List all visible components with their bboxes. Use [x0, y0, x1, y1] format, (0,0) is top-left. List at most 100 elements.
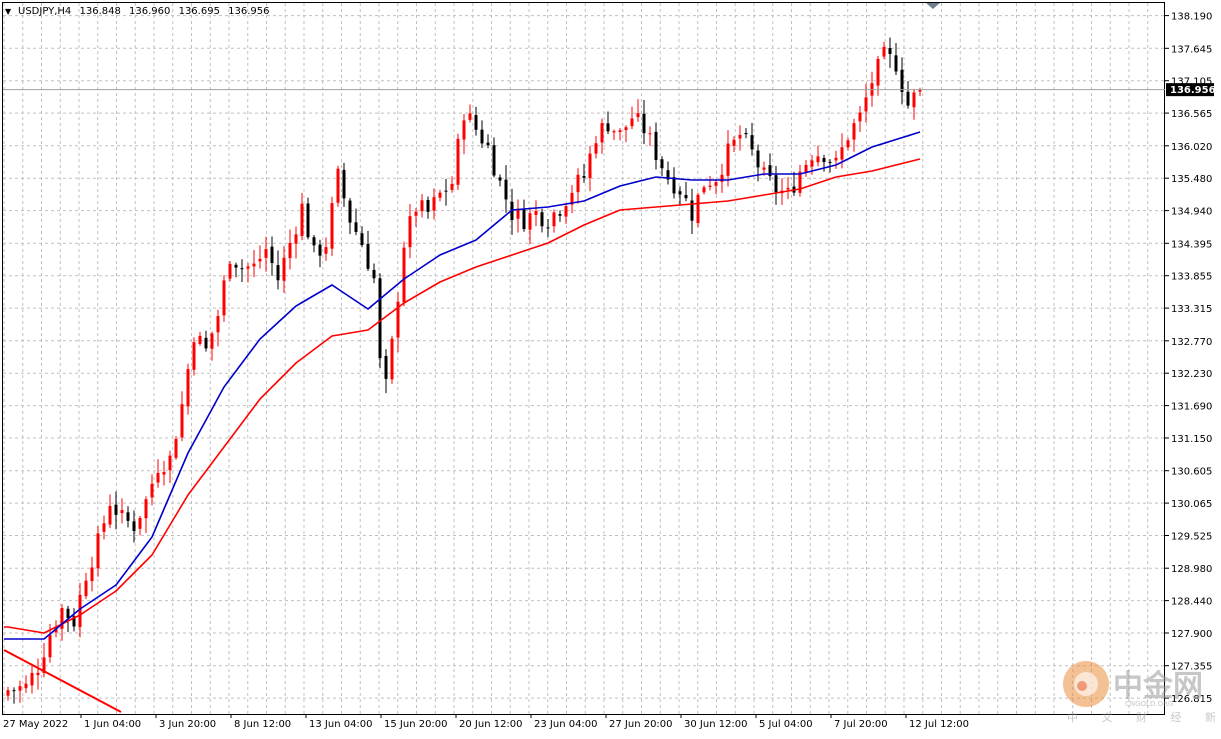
candle-body [630, 118, 634, 127]
time-axis: 27 May 2022 1 Jun 04:00 3 Jun 20:00 8 Jun 1… [3, 714, 969, 730]
candle-body [768, 165, 772, 177]
candle-body [312, 237, 316, 246]
candle-body [168, 455, 172, 471]
candle-body [540, 212, 544, 227]
candle-body [366, 243, 370, 269]
time-tick-label: 20 Jun 12:00 [459, 719, 523, 730]
candle-body [378, 278, 382, 359]
candle-body [504, 179, 508, 200]
candle-body [858, 112, 862, 122]
candle-body [396, 301, 400, 338]
candle-body [120, 510, 124, 514]
candle-body [876, 58, 880, 86]
candle-body [438, 192, 442, 198]
candle-body [690, 200, 694, 221]
candle-body [738, 134, 742, 139]
candle-body [558, 214, 562, 216]
candle-body [678, 191, 682, 195]
candle-body [6, 690, 10, 696]
chart-shift-marker-icon[interactable] [926, 3, 940, 9]
candle-body [612, 131, 616, 133]
candle-body [414, 211, 418, 216]
time-tick-label: 1 Jun 04:00 [84, 719, 141, 730]
candle-body [696, 194, 700, 224]
collapse-arrow-icon[interactable]: ▼ [5, 7, 12, 16]
candle-body [774, 175, 778, 193]
price-axis: 138.190 137.645 137.105 136.565 136.020 135.4… [1165, 12, 1212, 705]
candle-body [624, 127, 628, 131]
candles [6, 37, 922, 704]
candle-body [288, 242, 292, 259]
price-tick-label: 137.105 [1171, 77, 1212, 88]
candle-body [126, 512, 130, 521]
candle-body [762, 167, 766, 170]
candle-body [606, 123, 610, 132]
candle-body [42, 657, 46, 674]
candle-body [528, 213, 532, 230]
current-price-value: 136.956 [1170, 85, 1216, 96]
candle-body [144, 499, 148, 519]
candle-body [132, 521, 136, 531]
candle-body [276, 265, 280, 281]
candle-body [270, 246, 274, 264]
price-tick-label: 134.395 [1171, 239, 1212, 250]
candle-body [486, 142, 490, 146]
candle-body [402, 247, 406, 303]
candle-body [714, 182, 718, 186]
price-tick-label: 127.355 [1171, 662, 1212, 673]
candle-body [816, 156, 820, 163]
candle-body [264, 249, 268, 258]
candle-body [336, 168, 340, 203]
candle-body [324, 247, 328, 254]
price-tick-label: 128.980 [1171, 564, 1212, 575]
price-tick-label: 136.020 [1171, 142, 1212, 153]
price-tick-label: 127.900 [1171, 629, 1212, 640]
candle-body [600, 123, 604, 143]
grid-lines [3, 3, 1165, 714]
price-tick-label: 130.605 [1171, 467, 1212, 478]
candle-body [186, 369, 190, 407]
candle-body [672, 177, 676, 194]
candle-body [426, 199, 430, 212]
candle-body [66, 608, 70, 619]
watermark-tagline: 中 文 财 经 新 媒 体 [1067, 710, 1221, 724]
candle-body [54, 627, 58, 633]
price-tick-label: 132.230 [1171, 369, 1212, 380]
candle-body [864, 97, 868, 112]
candle-body [744, 133, 748, 135]
candle-body [300, 203, 304, 237]
candle-body [828, 161, 832, 163]
candle-body [24, 683, 28, 689]
candle-body [204, 337, 208, 349]
candle-body [444, 190, 448, 192]
candle-body [576, 174, 580, 193]
candle-body [546, 227, 550, 229]
candle-body [450, 184, 454, 190]
candle-body [618, 130, 622, 133]
candle-body [222, 280, 226, 316]
candle-body [78, 594, 82, 627]
candle-body [882, 46, 886, 57]
candle-body [12, 690, 16, 692]
candle-body [702, 187, 706, 193]
candle-body [522, 209, 526, 230]
candle-body [666, 170, 670, 180]
price-tick-label: 136.565 [1171, 109, 1212, 120]
candle-body [648, 133, 652, 135]
candle-body [684, 194, 688, 199]
candle-body [462, 120, 466, 140]
candle-body [282, 257, 286, 281]
open-value: 136.848 [79, 6, 120, 17]
candle-body [372, 269, 376, 279]
candle-body [318, 244, 322, 256]
symbol-label: USDJPY,H4 [18, 6, 71, 17]
candle-body [498, 177, 502, 181]
candle-body [180, 404, 184, 438]
trend-line[interactable] [3, 649, 122, 713]
candle-body [252, 263, 256, 267]
candle-body [30, 672, 34, 686]
time-tick-label: 12 Jul 12:00 [909, 719, 969, 730]
candle-body [18, 686, 22, 691]
candle-body [138, 517, 142, 529]
